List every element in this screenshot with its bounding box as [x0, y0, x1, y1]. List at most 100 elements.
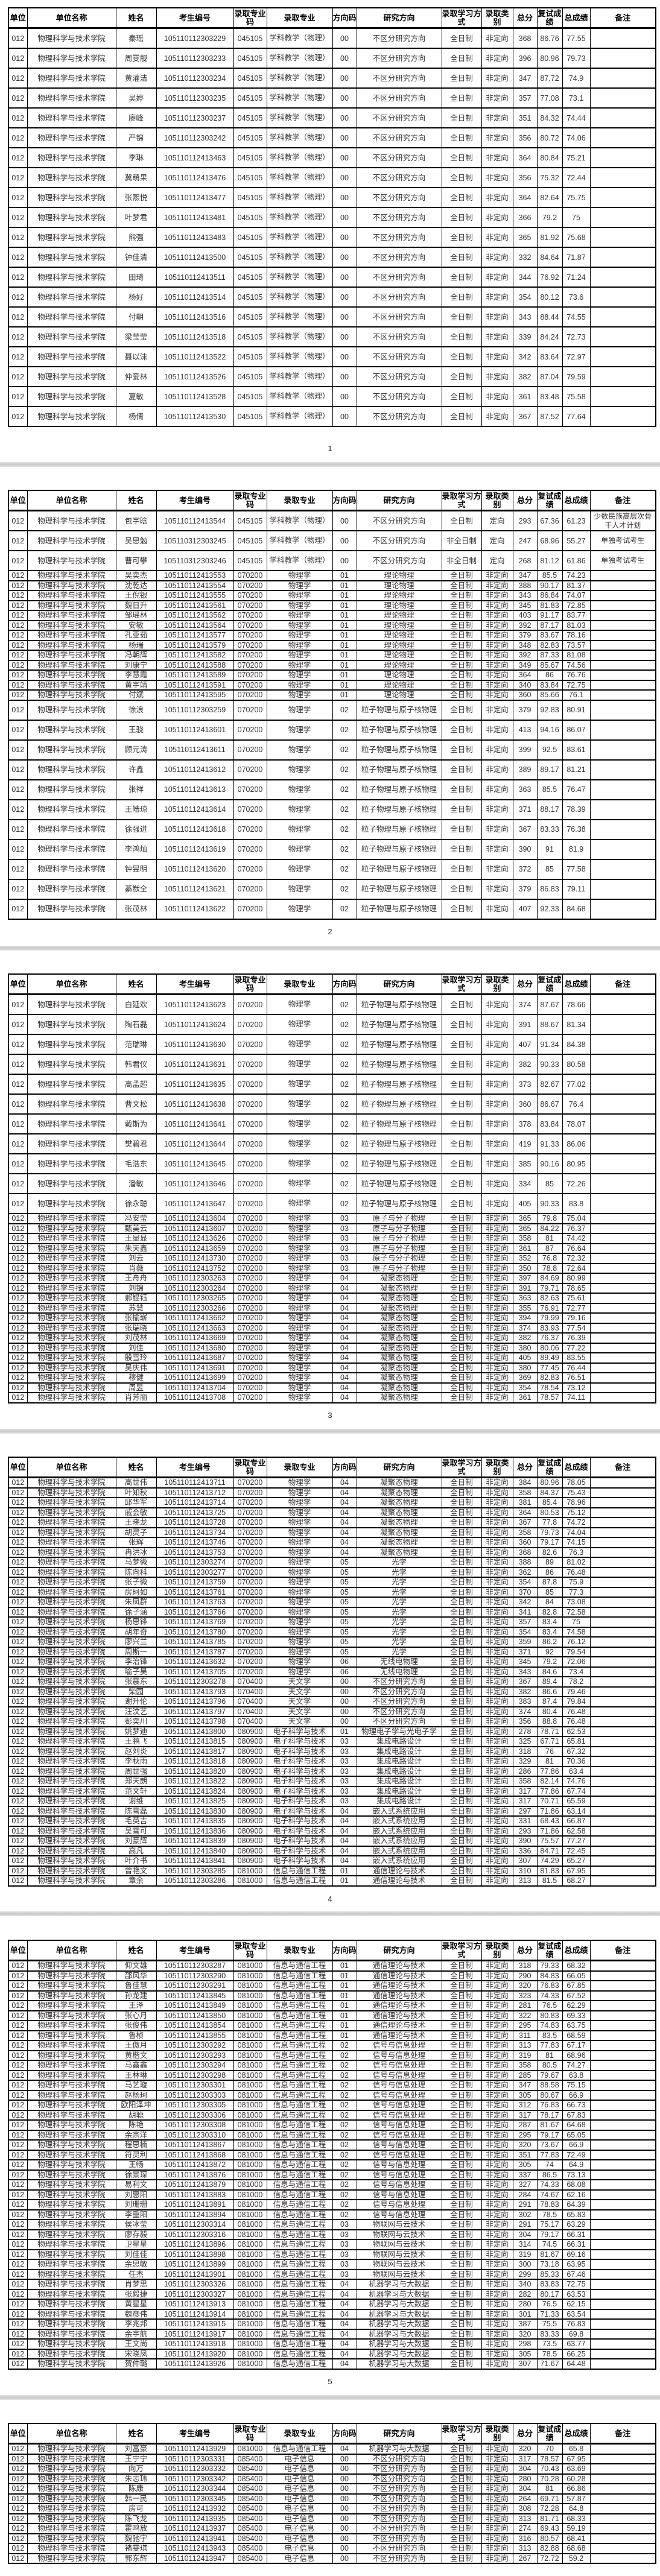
cell-major-code: 081000	[233, 1990, 267, 2001]
cell-candidate-name: 聂以沫	[116, 347, 157, 367]
cell-candidate-id: 105110112303259	[156, 700, 234, 721]
cell-research-direction: 凝聚态物理	[357, 1362, 442, 1373]
cell-major-code: 080900	[233, 1836, 267, 1847]
cell-major-code: 070200	[233, 1323, 267, 1334]
cell-remark	[590, 2209, 656, 2220]
cell-remark	[590, 690, 656, 701]
header-major-code: 录取专业码	[233, 8, 267, 29]
header-candidate-name: 姓名	[116, 1940, 157, 1961]
cell-total-score: 323	[513, 1990, 538, 2001]
cell-research-direction: 信号与信息处理	[357, 2189, 442, 2200]
cell-study-mode: 全日制	[442, 2130, 482, 2141]
cell-unit-name: 物理科学与技术学院	[27, 2359, 116, 2370]
cell-direction-code: 01	[332, 2030, 357, 2041]
page-number: 2	[328, 927, 332, 936]
cell-candidate-id: 105110112413841	[156, 1856, 234, 1867]
cell-final-score: 86.06	[562, 1134, 591, 1154]
table-row: 012 物理科学与技术学院 霍鸣放 105110112413937 085400 电子信息…	[8, 2524, 656, 2534]
cell-major-code: 070200	[233, 1243, 267, 1254]
cell-unit-name: 物理科学与技术学院	[27, 531, 116, 551]
table-row: 012 物理科学与技术学院 付斌 105110112413595 070200 物理学 01…	[8, 690, 656, 701]
cell-total-score: 356	[513, 168, 538, 188]
cell-major: 物理学	[267, 1507, 333, 1518]
cell-candidate-id: 105110112413555	[156, 590, 234, 601]
cell-candidate-name: 王倪银	[116, 590, 157, 601]
cell-candidate-id: 105110112413553	[156, 571, 234, 581]
cell-candidate-id: 105110112413753	[156, 1547, 234, 1558]
cell-total-score: 383	[513, 1697, 538, 1707]
cell-remark	[590, 839, 656, 860]
table-row: 012 物理科学与技术学院 韩一民 105110112303345 085400 电子信息…	[8, 2493, 656, 2504]
cell-remark: 单独考试考生	[590, 551, 656, 571]
cell-unit-name: 物理科学与技术学院	[27, 2100, 116, 2111]
cell-research-direction: 嵌入式系统应用	[357, 1816, 442, 1827]
header-total-score: 总分	[513, 1457, 538, 1478]
cell-major-code: 070200	[233, 799, 267, 820]
cell-direction-code: 03	[332, 1786, 357, 1797]
cell-research-direction: 粒子物理与原子核物理	[357, 819, 442, 840]
cell-candidate-id: 105110112413920	[156, 2349, 234, 2359]
cell-unit-name: 物理科学与技术学院	[27, 1666, 116, 1677]
cell-final-score: 63.8	[562, 2070, 591, 2081]
header-retest-score: 复试成绩	[537, 8, 563, 29]
cell-candidate-name: 魏驰宇	[116, 2533, 157, 2544]
table-row: 012 物理科学与技术学院 刘佳 105110112413680 070200 物理学 04…	[8, 1343, 656, 1353]
cell-final-score: 80.91	[562, 700, 591, 721]
cell-research-direction: 机器学习与大数据	[357, 2443, 442, 2455]
cell-direction-code: 00	[332, 207, 357, 228]
cell-candidate-name: 朱志玮	[116, 2473, 157, 2484]
cell-total-score: 368	[513, 28, 538, 49]
cell-direction-code: 04	[332, 2319, 357, 2330]
cell-candidate-name: 黄灌洁	[116, 68, 157, 89]
cell-study-mode: 全日制	[442, 799, 482, 820]
cell-final-score: 63.69	[562, 2464, 591, 2475]
header-major: 录取专业	[267, 1940, 333, 1961]
cell-direction-code: 06	[332, 1666, 357, 1677]
cell-direction-code: 03	[332, 1736, 357, 1747]
cell-admission-type: 非定向	[481, 1253, 513, 1264]
cell-major: 物理学	[267, 739, 333, 761]
header-unit-name: 单位名称	[27, 974, 116, 995]
cell-major-code: 070200	[233, 1303, 267, 1314]
cell-retest-score: 79.2	[537, 1657, 563, 1668]
cell-study-mode: 全日制	[442, 407, 482, 427]
cell-retest-score: 74.83	[537, 2021, 563, 2031]
cell-final-score: 66.87	[562, 1816, 591, 1827]
cell-major-code: 085400	[233, 2454, 267, 2464]
cell-total-score: 351	[513, 2150, 538, 2160]
cell-unit-name: 物理科学与技术学院	[27, 2533, 116, 2544]
admission-table: 单位 单位名称 姓名 考生编号 录取专业码 录取专业 方向码 研究方向 录取学习方式 录取类别 总分…	[8, 7, 656, 427]
cell-candidate-id: 105110112303301	[156, 2080, 234, 2091]
cell-unit-code: 012	[8, 859, 28, 880]
cell-retest-score: 81.83	[537, 600, 563, 611]
cell-candidate-name: 周昱	[116, 1382, 157, 1393]
cell-unit-name: 物理科学与技术学院	[27, 327, 116, 347]
cell-total-score: 293	[513, 1826, 538, 1837]
cell-admission-type: 非定向	[481, 1134, 513, 1154]
cell-unit-name: 物理科学与技术学院	[27, 1806, 116, 1817]
cell-unit-name: 物理科学与技术学院	[27, 779, 116, 800]
table-row: 012 物理科学与技术学院 李秋雨 105110112413818 080900 电子科学…	[8, 1756, 656, 1767]
cell-final-score: 65.59	[562, 1796, 591, 1807]
cell-major-code: 070200	[233, 1527, 267, 1538]
cell-admission-type: 非定向	[481, 1597, 513, 1608]
cell-research-direction: 粒子物理与原子核物理	[357, 899, 442, 920]
cell-candidate-id: 105110112413562	[156, 610, 234, 621]
header-study-mode: 录取学习方式	[442, 974, 482, 995]
cell-final-score: 67.95	[562, 2454, 591, 2464]
cell-admission-type: 非定向	[481, 2279, 513, 2290]
cell-unit-code: 012	[8, 1134, 28, 1154]
cell-study-mode: 全日制	[442, 2021, 482, 2031]
cell-research-direction: 光学	[357, 1617, 442, 1628]
cell-final-score: 63.75	[562, 2021, 591, 2031]
cell-direction-code: 02	[332, 759, 357, 780]
header-total-score: 总分	[513, 2423, 538, 2445]
cell-study-mode: 全日制	[442, 640, 482, 651]
cell-final-score: 74.56	[562, 660, 591, 671]
cell-research-direction: 不区分研究方向	[357, 2513, 442, 2524]
cell-admission-type: 非定向	[481, 2484, 513, 2495]
table-row: 012 物理科学与技术学院 范文轩 105110112413824 080900 电子科学…	[8, 1786, 656, 1797]
cell-direction-code: 00	[332, 227, 357, 248]
cell-candidate-id: 105110112413641	[156, 1114, 234, 1135]
cell-candidate-id: 105110112413630	[156, 1034, 234, 1055]
